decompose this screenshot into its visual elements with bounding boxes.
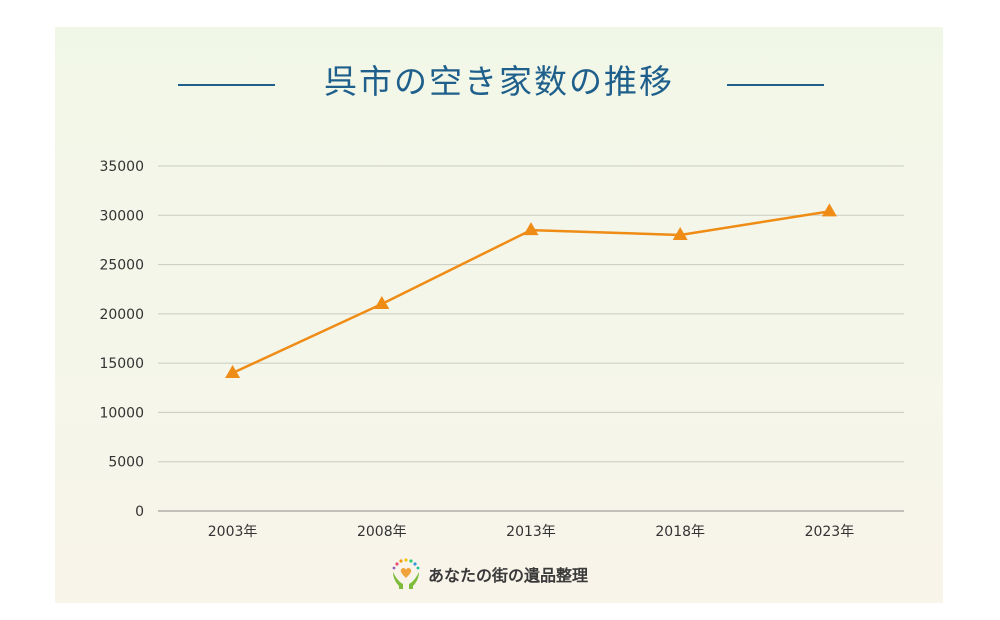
chart-panel: 呉市の空き家数の推移 — [55, 27, 943, 603]
data-point-marker — [523, 222, 539, 236]
y-tick-label: 25000 — [99, 258, 144, 274]
y-tick-label: 30000 — [99, 208, 144, 224]
y-tick-label: 10000 — [99, 405, 144, 421]
series-line — [232, 210, 830, 375]
data-point-marker — [821, 203, 837, 217]
x-tick-label: 2018年 — [655, 524, 705, 540]
x-tick-label: 2023年 — [805, 524, 855, 540]
brand-logo: あなたの街の遺品整理 — [388, 556, 588, 592]
hands-heart-icon — [392, 558, 420, 589]
title-row: 呉市の空き家数の推移 — [55, 57, 943, 107]
y-tick-label: 15000 — [99, 356, 144, 372]
x-tick-label: 2003年 — [208, 524, 258, 540]
y-tick-label: 35000 — [99, 159, 144, 175]
y-tick-label: 5000 — [108, 455, 144, 471]
y-tick-label: 0 — [135, 504, 144, 520]
x-tick-label: 2013年 — [506, 524, 556, 540]
brand-name: あなたの街の遺品整理 — [428, 566, 589, 585]
title-rule-right — [727, 84, 824, 86]
data-point-marker — [225, 365, 241, 378]
x-tick-label: 2008年 — [357, 524, 407, 540]
chart-title: 呉市の空き家数の推移 — [324, 62, 674, 101]
y-tick-label: 20000 — [99, 307, 144, 323]
title-rule-left — [178, 84, 275, 86]
data-point-marker — [672, 227, 688, 240]
data-point-marker — [374, 296, 390, 309]
